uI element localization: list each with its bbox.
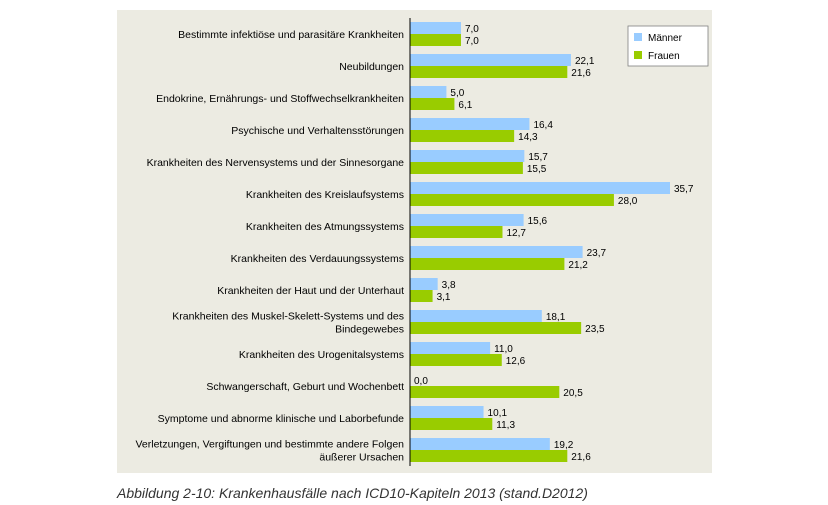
value-label-frauen: 28,0 (618, 196, 638, 207)
value-label-frauen: 7,0 (465, 36, 479, 47)
bar-frauen (410, 418, 493, 430)
bars-layer (410, 22, 670, 462)
bar-frauen (410, 354, 502, 366)
value-label-frauen: 12,6 (506, 356, 526, 367)
category-label: Endokrine, Ernährungs- und Stoffwechselk… (156, 93, 404, 105)
bar-maenner (410, 22, 461, 34)
bar-maenner (410, 246, 583, 258)
category-label: Krankheiten der Haut und der Unterhaut (217, 285, 404, 297)
figure-caption: Abbildung 2-10: Krankenhausfälle nach IC… (117, 485, 588, 501)
category-label: Verletzungen, Vergiftungen und bestimmte… (135, 439, 404, 464)
chart-area: Bestimmte infektiöse und parasitäre Kran… (117, 10, 712, 473)
value-labels: 7,07,022,121,65,06,116,414,315,715,535,7… (414, 24, 694, 463)
value-label-frauen: 15,5 (527, 164, 547, 175)
value-label-frauen: 21,6 (571, 68, 591, 79)
category-label: Psychische und Verhaltensstörungen (231, 125, 404, 137)
value-label-maenner: 5,0 (450, 88, 464, 99)
value-label-maenner: 11,0 (494, 344, 513, 355)
value-label-maenner: 22,1 (575, 56, 595, 67)
value-label-maenner: 10,1 (488, 408, 508, 419)
bar-frauen (410, 98, 455, 110)
bar-frauen (410, 194, 614, 206)
value-label-maenner: 16,4 (533, 120, 553, 131)
category-label: Krankheiten des Urogenitalsystems (239, 349, 404, 361)
legend-swatch-maenner (634, 33, 642, 41)
bar-maenner (410, 438, 550, 450)
category-label: Krankheiten des Muskel-Skelett-Systems u… (172, 311, 404, 336)
bar-maenner (410, 406, 484, 418)
value-label-frauen: 21,6 (571, 452, 591, 463)
value-label-frauen: 20,5 (563, 388, 583, 399)
bar-frauen (410, 130, 515, 142)
category-label: Krankheiten des Atmungssystems (246, 221, 404, 233)
category-label: Neubildungen (339, 61, 404, 73)
bar-frauen (410, 34, 461, 46)
category-label: Krankheiten des Kreislaufsystems (246, 189, 404, 201)
value-label-maenner: 0,0 (414, 376, 428, 387)
value-label-frauen: 21,2 (568, 260, 588, 271)
category-label: Krankheiten des Verdauungssystems (231, 253, 404, 265)
legend-swatch-frauen (634, 51, 642, 59)
value-label-maenner: 7,0 (465, 24, 479, 35)
value-label-frauen: 23,5 (585, 324, 605, 335)
bar-maenner (410, 118, 530, 130)
bar-frauen (410, 66, 568, 78)
value-label-frauen: 3,1 (437, 292, 451, 303)
value-label-maenner: 15,7 (528, 152, 548, 163)
value-label-frauen: 12,7 (506, 228, 526, 239)
bar-frauen (410, 226, 503, 238)
bar-maenner (410, 86, 447, 98)
category-label: Krankheiten des Nervensystems und der Si… (147, 157, 405, 169)
bar-frauen (410, 162, 523, 174)
value-label-maenner: 19,2 (554, 440, 574, 451)
bar-frauen (410, 258, 565, 270)
legend-label-frauen: Frauen (648, 51, 680, 62)
bar-maenner (410, 278, 438, 290)
bar-frauen (410, 322, 582, 334)
value-label-maenner: 35,7 (674, 184, 694, 195)
category-label: Bestimmte infektiöse und parasitäre Kran… (178, 29, 404, 41)
legend-label-maenner: Männer (648, 33, 683, 44)
value-label-maenner: 15,6 (528, 216, 548, 227)
bar-chart: Bestimmte infektiöse und parasitäre Kran… (135, 18, 709, 466)
bar-maenner (410, 342, 491, 354)
bar-maenner (410, 54, 571, 66)
bar-maenner (410, 214, 524, 226)
value-label-maenner: 18,1 (546, 312, 566, 323)
category-label: Symptome und abnorme klinische und Labor… (158, 413, 404, 425)
legend: Männer Frauen (627, 25, 709, 67)
legend-box (627, 25, 709, 67)
value-label-frauen: 11,3 (496, 420, 515, 431)
bar-maenner (410, 182, 670, 194)
bar-maenner (410, 150, 525, 162)
value-label-maenner: 23,7 (587, 248, 607, 259)
value-label-maenner: 3,8 (442, 280, 456, 291)
bar-frauen (410, 386, 560, 398)
bar-frauen (410, 450, 568, 462)
category-label: Schwangerschaft, Geburt und Wochenbett (206, 381, 404, 393)
value-label-frauen: 6,1 (458, 100, 472, 111)
bar-frauen (410, 290, 433, 302)
category-labels: Bestimmte infektiöse und parasitäre Kran… (135, 29, 404, 464)
bar-maenner (410, 310, 542, 322)
value-label-frauen: 14,3 (518, 132, 538, 143)
